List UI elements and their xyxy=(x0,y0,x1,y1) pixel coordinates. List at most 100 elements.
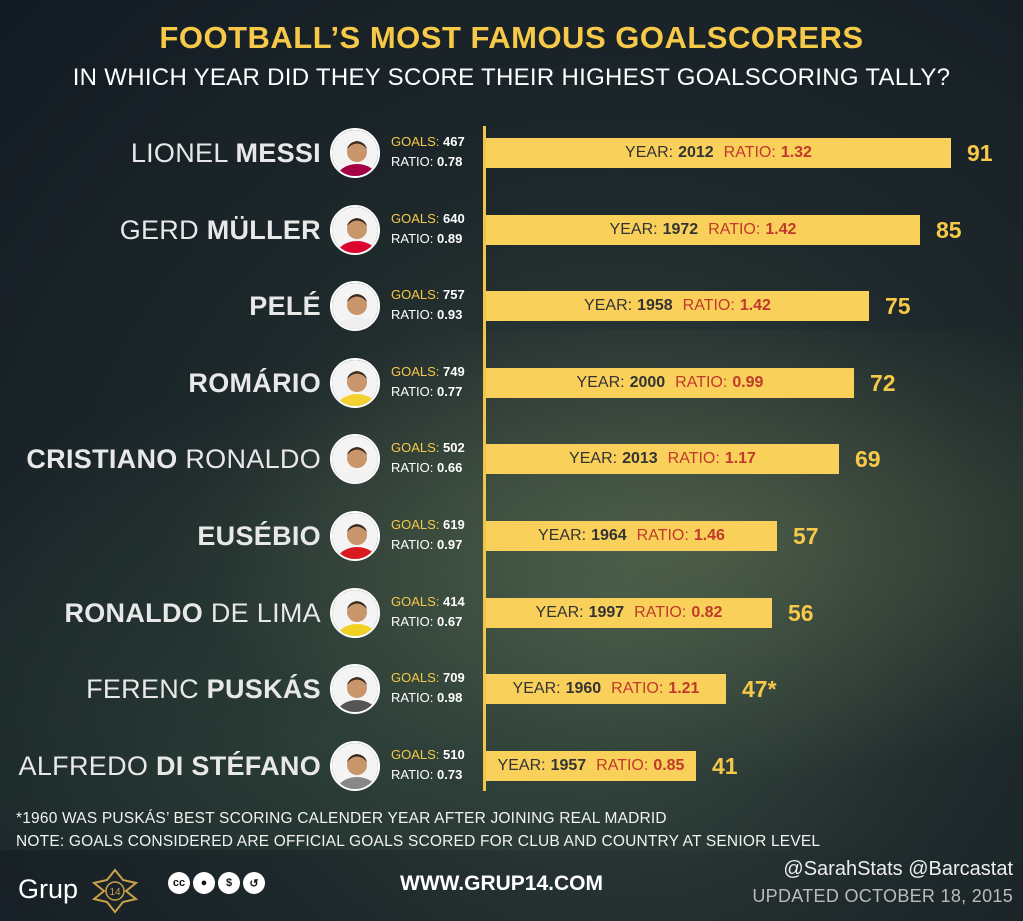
player-name: RONALDO DE LIMA xyxy=(64,598,321,629)
goals-label: GOALS: xyxy=(391,134,440,149)
grup14-emblem-icon: 14 xyxy=(91,868,138,914)
bar: YEAR: 1958 RATIO: 1.42 xyxy=(486,291,869,322)
peak-ratio: 1.42 xyxy=(765,220,797,238)
peak-ratio-label: RATIO: xyxy=(667,450,720,468)
player-name: CRISTIANO RONALDO xyxy=(26,444,321,475)
footnote-puskas: *1960 WAS PUSKÁS’ BEST SCORING CALENDER … xyxy=(16,810,667,827)
player-last-name: EUSÉBIO xyxy=(197,521,321,551)
chart-title: FOOTBALL’S MOST FAMOUS GOALSCORERS xyxy=(159,20,864,55)
year-label: YEAR: xyxy=(609,220,658,238)
ratio-label: RATIO: xyxy=(391,690,434,706)
bar-value-label: 56 xyxy=(788,599,814,626)
player-first-name: CRISTIANO xyxy=(26,444,186,475)
year-label: YEAR: xyxy=(512,680,561,698)
goals-value: 619 xyxy=(443,517,465,532)
ratio-value: 0.78 xyxy=(437,154,463,169)
bar-value-label: 72 xyxy=(870,369,896,396)
website-url[interactable]: WWW.GRUP14.COM xyxy=(400,872,603,895)
bar-value-label: 47* xyxy=(742,676,777,703)
peak-ratio: 1.17 xyxy=(724,450,756,468)
ratio-value: 0.73 xyxy=(437,766,463,782)
player-last-name: PELÉ xyxy=(249,291,321,322)
player-first-name: FERENC xyxy=(86,674,207,705)
player-photo xyxy=(330,357,380,408)
peak-year: 2012 xyxy=(678,144,714,161)
player-first-name: RONALDO xyxy=(64,597,211,628)
career-stats: GOALS: 749 RATIO: 0.77 xyxy=(391,362,465,402)
sa-icon: ↺ xyxy=(243,872,265,894)
peak-year: 1997 xyxy=(588,603,625,621)
player-photo xyxy=(330,434,380,485)
bar-value-label: 69 xyxy=(855,446,881,473)
goals-label: GOALS: xyxy=(391,287,440,303)
ratio-label: RATIO: xyxy=(391,766,434,782)
player-photo xyxy=(330,740,380,791)
bar-value-label: 91 xyxy=(967,140,993,166)
goals-value: 749 xyxy=(443,363,465,379)
peak-ratio-label: RATIO: xyxy=(634,603,687,621)
twitter-handles: @SarahStats @Barcastat xyxy=(783,858,1013,880)
ratio-label: RATIO: xyxy=(391,537,434,552)
goals-value: 640 xyxy=(443,210,465,226)
player-row: EUSÉBIO GOALS: 619 RATIO: 0.97 YEAR: 1964 RAT… xyxy=(0,507,1023,567)
goals-value: 467 xyxy=(443,134,465,149)
player-row: GERD MÜLLER GOALS: 640 RATIO: 0.89 YEAR: 197… xyxy=(0,201,1023,261)
peak-year: 1960 xyxy=(565,680,602,698)
player-photo xyxy=(330,587,380,638)
grup14-logo: Grup 14 xyxy=(18,868,138,914)
bar: YEAR: 2000 RATIO: 0.99 xyxy=(486,367,854,398)
goals-label: GOALS: xyxy=(391,517,440,532)
goals-label: GOALS: xyxy=(391,440,440,456)
peak-year: 1957 xyxy=(550,756,587,774)
player-name: LIONEL MESSI xyxy=(131,138,321,169)
peak-ratio-label: RATIO: xyxy=(708,220,761,238)
year-label: YEAR: xyxy=(584,297,633,315)
peak-year: 1972 xyxy=(662,220,699,238)
career-stats: GOALS: 619 RATIO: 0.97 xyxy=(391,515,465,555)
player-photo xyxy=(330,128,380,178)
player-row: PELÉ GOALS: 757 RATIO: 0.93 YEAR: 1958 RATIO:… xyxy=(0,277,1023,337)
player-name: GERD MÜLLER xyxy=(120,215,321,246)
peak-year: 1964 xyxy=(591,527,627,544)
player-row: LIONEL MESSI GOALS: 467 RATIO: 0.78 YEAR: 20… xyxy=(0,124,1023,184)
bar: YEAR: 1964 RATIO: 1.46 xyxy=(486,521,777,551)
year-label: YEAR: xyxy=(625,144,674,161)
logo-text: Grup xyxy=(18,874,79,905)
ratio-value: 0.66 xyxy=(437,460,463,476)
player-row: FERENC PUSKÁS GOALS: 709 RATIO: 0.98 YEAR: 1… xyxy=(0,660,1023,720)
peak-ratio-label: RATIO: xyxy=(636,527,689,544)
creative-commons-badges: cc ● $ ↺ xyxy=(168,872,265,894)
player-row: ROMÁRIO GOALS: 749 RATIO: 0.77 YEAR: 2000 RAT… xyxy=(0,354,1023,414)
year-label: YEAR: xyxy=(569,450,618,468)
peak-year: 1958 xyxy=(637,297,673,315)
bar: YEAR: 2013 RATIO: 1.17 xyxy=(486,444,839,475)
ratio-label: RATIO: xyxy=(391,460,434,476)
bar: YEAR: 1957 RATIO: 0.85 xyxy=(486,750,696,781)
ratio-label: RATIO: xyxy=(391,307,434,323)
goals-value: 414 xyxy=(443,593,465,609)
player-photo xyxy=(330,204,380,255)
ratio-label: RATIO: xyxy=(391,613,434,629)
peak-ratio-label: RATIO: xyxy=(682,297,735,315)
player-photo xyxy=(330,281,380,332)
goals-value: 757 xyxy=(443,287,465,303)
axis-line xyxy=(483,126,486,791)
player-first-name: GERD xyxy=(119,214,207,245)
bar-value-label: 57 xyxy=(793,523,819,549)
career-stats: GOALS: 467 RATIO: 0.78 xyxy=(391,132,465,172)
peak-ratio: 1.46 xyxy=(693,527,725,544)
ratio-value: 0.98 xyxy=(437,690,463,706)
player-row: CRISTIANO RONALDO GOALS: 502 RATIO: 0.66 YE… xyxy=(0,430,1023,490)
player-photo xyxy=(330,664,380,715)
player-photo xyxy=(330,511,380,561)
bar: YEAR: 1960 RATIO: 1.21 xyxy=(486,674,726,705)
career-stats: GOALS: 414 RATIO: 0.67 xyxy=(391,592,465,632)
year-label: YEAR: xyxy=(535,603,584,621)
logo-number: 14 xyxy=(109,887,121,898)
player-name: EUSÉBIO xyxy=(197,521,321,552)
bar: YEAR: 1997 RATIO: 0.82 xyxy=(486,597,772,628)
footnote-goals: NOTE: GOALS CONSIDERED ARE OFFICIAL GOAL… xyxy=(16,833,821,850)
peak-ratio-label: RATIO: xyxy=(723,144,776,161)
player-last-name: DE LIMA xyxy=(210,597,321,628)
peak-ratio: 1.21 xyxy=(668,680,700,698)
